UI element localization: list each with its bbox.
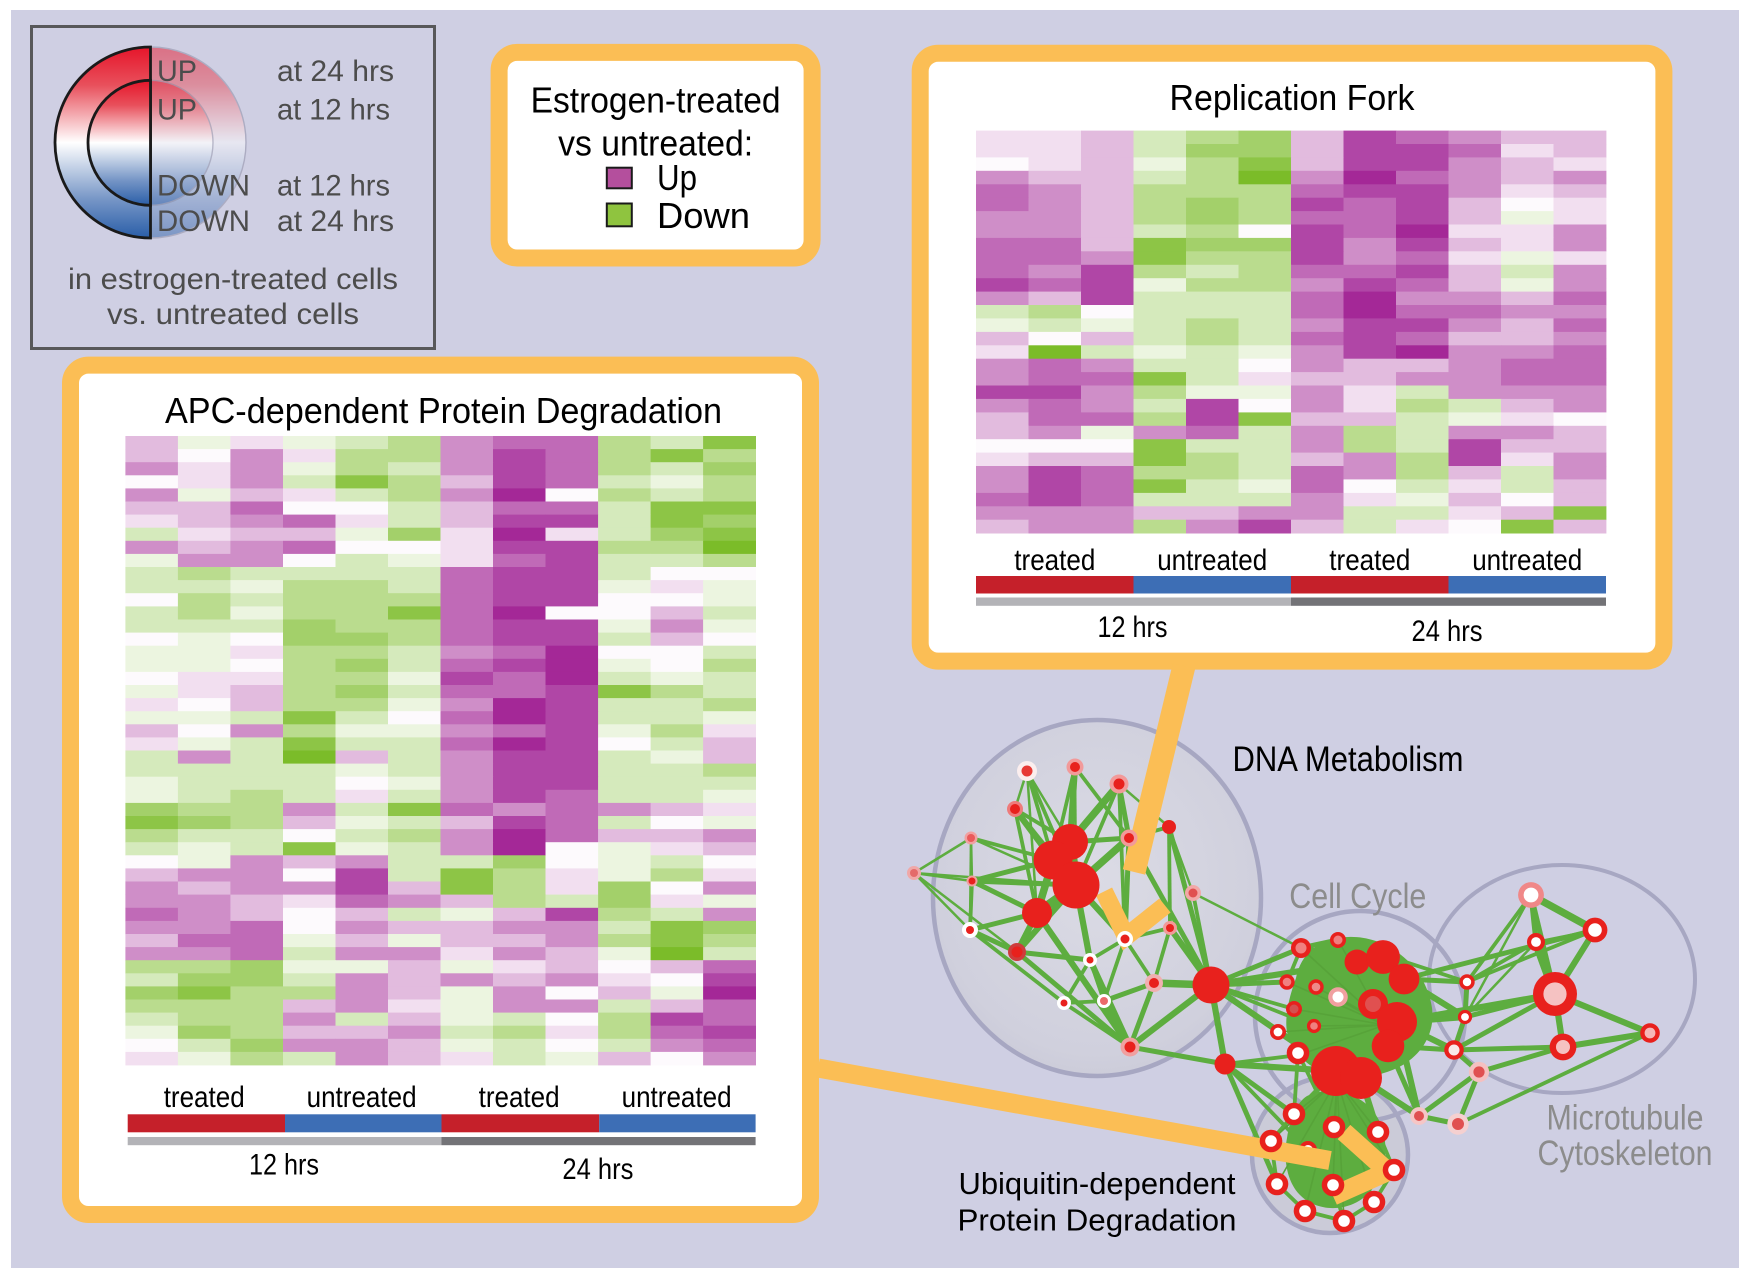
svg-text:24 hrs: 24 hrs [562, 1153, 633, 1186]
svg-text:12 hrs: 12 hrs [249, 1149, 319, 1182]
svg-text:UP: UP [157, 94, 197, 127]
svg-text:Replication Fork: Replication Fork [1170, 77, 1416, 118]
svg-text:24 hrs: 24 hrs [1412, 615, 1483, 648]
svg-text:Cell Cycle: Cell Cycle [1289, 877, 1426, 916]
svg-text:at 12 hrs: at 12 hrs [277, 94, 390, 127]
svg-text:treated: treated [1014, 544, 1095, 577]
svg-text:Microtubule: Microtubule [1547, 1099, 1704, 1138]
svg-text:DNA Metabolism: DNA Metabolism [1233, 740, 1464, 779]
svg-text:treated: treated [1329, 544, 1410, 577]
svg-text:APC-dependent Protein Degradat: APC-dependent Protein Degradation [165, 390, 722, 431]
svg-text:Estrogen-treated: Estrogen-treated [531, 80, 781, 121]
svg-text:UP: UP [157, 55, 197, 88]
svg-text:Down: Down [657, 195, 750, 236]
svg-text:DOWN: DOWN [157, 170, 250, 203]
svg-text:untreated: untreated [1157, 544, 1267, 577]
svg-text:vs untreated:: vs untreated: [558, 123, 753, 164]
svg-text:vs. untreated cells: vs. untreated cells [107, 298, 359, 331]
svg-text:at 24 hrs: at 24 hrs [277, 205, 394, 238]
svg-text:untreated: untreated [622, 1081, 732, 1114]
svg-text:Protein Degradation: Protein Degradation [958, 1203, 1237, 1238]
svg-text:DOWN: DOWN [157, 205, 250, 238]
svg-text:untreated: untreated [307, 1081, 417, 1114]
svg-text:Up: Up [657, 157, 697, 198]
svg-text:treated: treated [164, 1081, 245, 1114]
svg-text:Ubiquitin-dependent: Ubiquitin-dependent [959, 1166, 1236, 1201]
svg-text:at 12 hrs: at 12 hrs [277, 170, 390, 203]
svg-text:Cytoskeleton: Cytoskeleton [1538, 1134, 1713, 1173]
svg-text:at 24 hrs: at 24 hrs [277, 55, 394, 88]
svg-text:treated: treated [479, 1081, 560, 1114]
svg-text:in estrogen-treated cells: in estrogen-treated cells [68, 263, 398, 296]
svg-text:untreated: untreated [1472, 544, 1582, 577]
svg-text:12 hrs: 12 hrs [1098, 611, 1168, 644]
